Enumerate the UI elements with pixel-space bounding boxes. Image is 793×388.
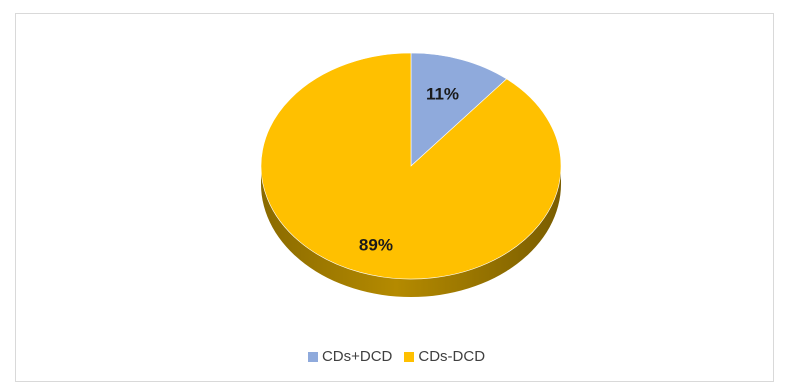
legend-label: CDs+DCD: [321, 348, 393, 365]
legend-swatch-icon: [404, 351, 415, 362]
pie-side-wall: [261, 166, 561, 297]
pie-slice-cds-dcd: [410, 52, 508, 167]
chart-legend: CDs+DCD CDs-DCD: [0, 348, 793, 365]
data-label: 11%: [426, 85, 459, 104]
legend-label: CDs-DCD: [418, 348, 486, 365]
legend-item-cds-minus-dcd: CDs-DCD: [404, 348, 485, 365]
data-label: 89%: [359, 236, 393, 255]
pie-slice-cds-dcd: [260, 52, 562, 280]
legend-swatch-icon: [307, 351, 318, 362]
legend-item-cds-plus-dcd: CDs+DCD: [307, 348, 393, 365]
